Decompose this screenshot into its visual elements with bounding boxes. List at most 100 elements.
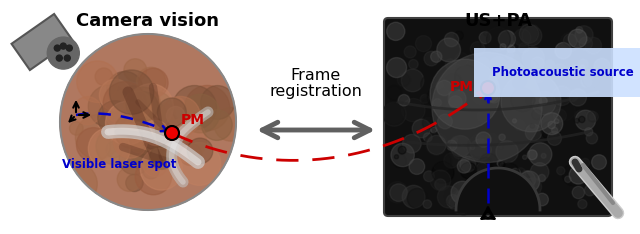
Circle shape (582, 173, 593, 184)
Circle shape (541, 121, 560, 140)
Circle shape (444, 32, 459, 47)
Circle shape (517, 171, 536, 189)
Polygon shape (12, 14, 72, 70)
Circle shape (498, 144, 504, 150)
Circle shape (143, 152, 168, 177)
Circle shape (570, 89, 586, 106)
Circle shape (480, 189, 492, 201)
Circle shape (569, 166, 588, 184)
Circle shape (553, 89, 572, 107)
Circle shape (555, 43, 572, 59)
Circle shape (560, 32, 580, 52)
Circle shape (477, 110, 490, 122)
Circle shape (420, 94, 429, 103)
Circle shape (95, 68, 113, 85)
Circle shape (499, 30, 515, 48)
Circle shape (488, 92, 499, 103)
Circle shape (140, 121, 168, 150)
Circle shape (523, 155, 527, 159)
Circle shape (514, 29, 531, 46)
Circle shape (387, 22, 405, 40)
Circle shape (143, 92, 172, 121)
Circle shape (572, 186, 584, 199)
Circle shape (192, 111, 207, 126)
Circle shape (126, 87, 161, 122)
Circle shape (398, 146, 406, 154)
Circle shape (74, 97, 102, 125)
Circle shape (553, 64, 566, 77)
Circle shape (162, 114, 177, 129)
Circle shape (432, 161, 454, 183)
Circle shape (484, 31, 489, 36)
Circle shape (124, 59, 147, 81)
Polygon shape (388, 168, 608, 212)
Circle shape (499, 134, 506, 141)
Circle shape (447, 194, 459, 207)
Circle shape (500, 44, 506, 50)
Circle shape (567, 91, 578, 101)
Circle shape (452, 144, 467, 159)
Circle shape (548, 121, 556, 129)
Circle shape (518, 171, 540, 192)
Circle shape (119, 91, 153, 125)
Circle shape (536, 193, 548, 206)
Circle shape (99, 79, 131, 111)
Circle shape (464, 191, 471, 198)
Circle shape (445, 73, 462, 91)
Circle shape (442, 70, 454, 82)
Circle shape (463, 37, 481, 54)
Circle shape (402, 99, 425, 122)
Circle shape (468, 135, 491, 157)
Circle shape (178, 143, 221, 185)
Circle shape (527, 180, 532, 185)
Circle shape (469, 157, 481, 168)
Circle shape (109, 70, 154, 114)
Circle shape (393, 154, 406, 168)
Circle shape (499, 162, 505, 168)
Circle shape (448, 90, 466, 108)
Circle shape (579, 116, 585, 123)
Circle shape (181, 94, 220, 133)
Circle shape (125, 118, 160, 154)
Circle shape (476, 201, 485, 209)
Circle shape (535, 74, 543, 83)
Circle shape (557, 167, 565, 175)
Circle shape (504, 60, 520, 75)
Circle shape (438, 186, 460, 208)
Circle shape (382, 102, 406, 126)
Circle shape (129, 92, 158, 121)
Circle shape (497, 160, 503, 166)
Circle shape (500, 175, 515, 190)
Circle shape (172, 98, 184, 110)
Circle shape (454, 190, 472, 207)
Text: PM: PM (450, 80, 474, 94)
Circle shape (64, 55, 70, 61)
Circle shape (430, 170, 451, 191)
Text: Frame: Frame (291, 68, 341, 83)
Circle shape (568, 29, 587, 48)
Circle shape (98, 101, 132, 135)
Circle shape (477, 66, 500, 89)
Circle shape (582, 70, 601, 88)
Circle shape (126, 174, 143, 192)
Circle shape (412, 119, 431, 138)
Circle shape (538, 174, 545, 182)
Circle shape (552, 86, 572, 106)
Circle shape (532, 91, 556, 115)
Circle shape (401, 69, 424, 92)
Circle shape (540, 97, 547, 105)
Circle shape (100, 85, 141, 127)
Circle shape (415, 36, 431, 52)
Circle shape (383, 102, 405, 125)
Circle shape (575, 110, 596, 130)
Circle shape (541, 113, 563, 135)
Circle shape (554, 119, 559, 124)
Circle shape (103, 82, 147, 125)
Circle shape (449, 96, 462, 109)
Circle shape (124, 91, 152, 118)
Circle shape (106, 71, 143, 108)
Circle shape (498, 163, 519, 184)
Circle shape (432, 52, 542, 162)
Circle shape (581, 76, 592, 87)
Circle shape (97, 110, 120, 132)
